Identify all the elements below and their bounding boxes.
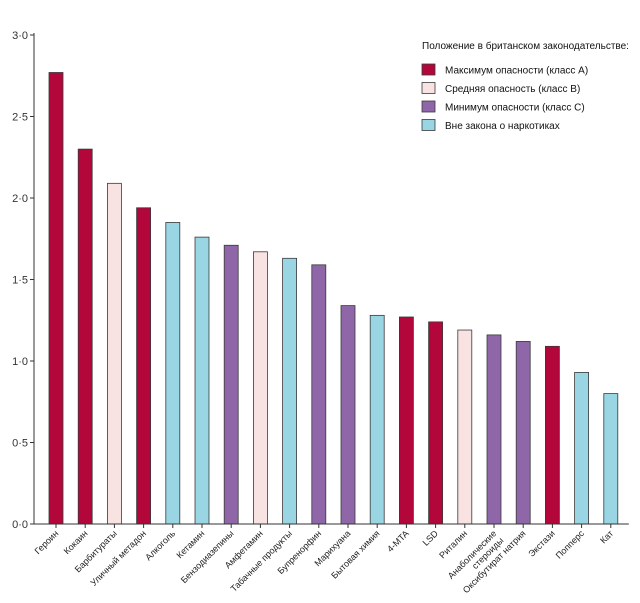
legend-swatch bbox=[421, 63, 436, 76]
x-tick-label: Кат bbox=[598, 528, 615, 545]
y-tick-label: 3·0 bbox=[12, 30, 28, 42]
x-tick-label: Бензодиазепины bbox=[179, 528, 236, 585]
x-tick-label: Попперс bbox=[554, 528, 587, 561]
x-tick-label-line: Алкоголь bbox=[143, 528, 177, 562]
x-tick-label-line: Экстази bbox=[526, 528, 556, 558]
x-tick-label: LSD bbox=[421, 528, 441, 548]
y-tick-label: 1·0 bbox=[12, 356, 28, 368]
x-tick-label-line: Уличный метадон bbox=[88, 528, 148, 588]
bar bbox=[252, 251, 268, 525]
y-tick-label: 1·5 bbox=[12, 275, 28, 287]
y-tick-label: 2·5 bbox=[12, 112, 28, 124]
x-tick-label-line: Кокаин bbox=[62, 528, 90, 556]
bar bbox=[515, 341, 531, 525]
bar bbox=[369, 314, 385, 525]
x-tick-label: Экстази bbox=[526, 528, 556, 558]
bar bbox=[48, 72, 64, 525]
x-tick-label: Уличный метадон bbox=[88, 528, 148, 588]
x-tick-label-line: Кат bbox=[598, 528, 615, 545]
bar bbox=[223, 244, 239, 525]
legend-entry-label: Минимум опасности (класс С) bbox=[445, 103, 585, 114]
legend-swatch bbox=[421, 119, 436, 131]
bar bbox=[194, 236, 210, 525]
bar bbox=[457, 329, 473, 525]
legend-entry-label: Вне закона о наркотиках bbox=[445, 121, 560, 132]
legend-swatch bbox=[421, 100, 436, 113]
x-tick-label-line: Бензодиазепины bbox=[179, 528, 236, 585]
bar bbox=[545, 345, 560, 525]
y-tick-label: 2·0 bbox=[12, 193, 28, 205]
x-tick-label: Кокаин bbox=[62, 528, 90, 556]
legend-entry-label: Средняя опасность (класс В) bbox=[445, 84, 580, 95]
bar bbox=[107, 182, 122, 525]
x-tick-label-line: 4-MTA bbox=[385, 528, 411, 554]
legend-entry-label: Максимум опасности (класс А) bbox=[445, 66, 588, 77]
bar bbox=[603, 393, 619, 525]
x-axis bbox=[34, 523, 629, 528]
y-axis: 0·0 0·5 1·0 1·5 2·0 2·5 3·0 bbox=[12, 30, 35, 531]
bars bbox=[48, 72, 619, 525]
bar bbox=[574, 372, 589, 525]
y-tick-label: 0·0 bbox=[12, 519, 28, 531]
x-tick-label: Алкоголь bbox=[143, 528, 177, 562]
x-tick-label-line: Героин bbox=[33, 528, 61, 556]
bar bbox=[340, 305, 356, 525]
bar bbox=[311, 264, 327, 525]
bar bbox=[136, 207, 152, 525]
bar bbox=[486, 334, 502, 525]
bar bbox=[398, 316, 414, 525]
legend: Положение в британском законодательстве:… bbox=[421, 40, 629, 132]
x-tick-label-line: Попперс bbox=[554, 528, 587, 561]
y-tick-label: 0·5 bbox=[12, 438, 28, 450]
bar bbox=[77, 148, 93, 525]
bar bbox=[282, 257, 298, 525]
x-tick-label-line: LSD bbox=[421, 528, 441, 548]
bar bbox=[428, 321, 444, 525]
legend-title: Положение в британском законодательстве: bbox=[422, 40, 629, 52]
x-tick-label: Героин bbox=[33, 528, 61, 556]
bar bbox=[165, 222, 181, 525]
legend-swatch bbox=[421, 82, 436, 94]
x-tick-label: 4-MTA bbox=[385, 528, 411, 554]
